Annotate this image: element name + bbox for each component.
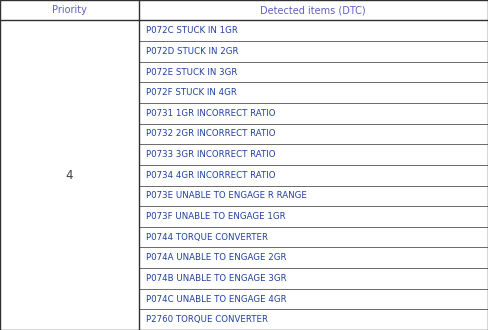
Text: P074C UNABLE TO ENGAGE 4GR: P074C UNABLE TO ENGAGE 4GR xyxy=(146,295,286,304)
Text: P073E UNABLE TO ENGAGE R RANGE: P073E UNABLE TO ENGAGE R RANGE xyxy=(146,191,307,200)
Text: Detected items (DTC): Detected items (DTC) xyxy=(261,5,366,15)
Text: P074B UNABLE TO ENGAGE 3GR: P074B UNABLE TO ENGAGE 3GR xyxy=(146,274,286,283)
Text: P072F STUCK IN 4GR: P072F STUCK IN 4GR xyxy=(146,88,237,97)
Text: 4: 4 xyxy=(65,169,73,182)
Text: P073F UNABLE TO ENGAGE 1GR: P073F UNABLE TO ENGAGE 1GR xyxy=(146,212,285,221)
Text: P072E STUCK IN 3GR: P072E STUCK IN 3GR xyxy=(146,68,237,77)
Text: P074A UNABLE TO ENGAGE 2GR: P074A UNABLE TO ENGAGE 2GR xyxy=(146,253,286,262)
Text: P0731 1GR INCORRECT RATIO: P0731 1GR INCORRECT RATIO xyxy=(146,109,275,118)
Text: P2760 TORQUE CONVERTER: P2760 TORQUE CONVERTER xyxy=(146,315,268,324)
Text: P0733 3GR INCORRECT RATIO: P0733 3GR INCORRECT RATIO xyxy=(146,150,275,159)
Text: P0734 4GR INCORRECT RATIO: P0734 4GR INCORRECT RATIO xyxy=(146,171,275,180)
Text: P072D STUCK IN 2GR: P072D STUCK IN 2GR xyxy=(146,47,239,56)
Text: Priority: Priority xyxy=(52,5,87,15)
Text: P0732 2GR INCORRECT RATIO: P0732 2GR INCORRECT RATIO xyxy=(146,129,275,139)
Text: P072C STUCK IN 1GR: P072C STUCK IN 1GR xyxy=(146,26,238,35)
Text: P0744 TORQUE CONVERTER: P0744 TORQUE CONVERTER xyxy=(146,233,268,242)
